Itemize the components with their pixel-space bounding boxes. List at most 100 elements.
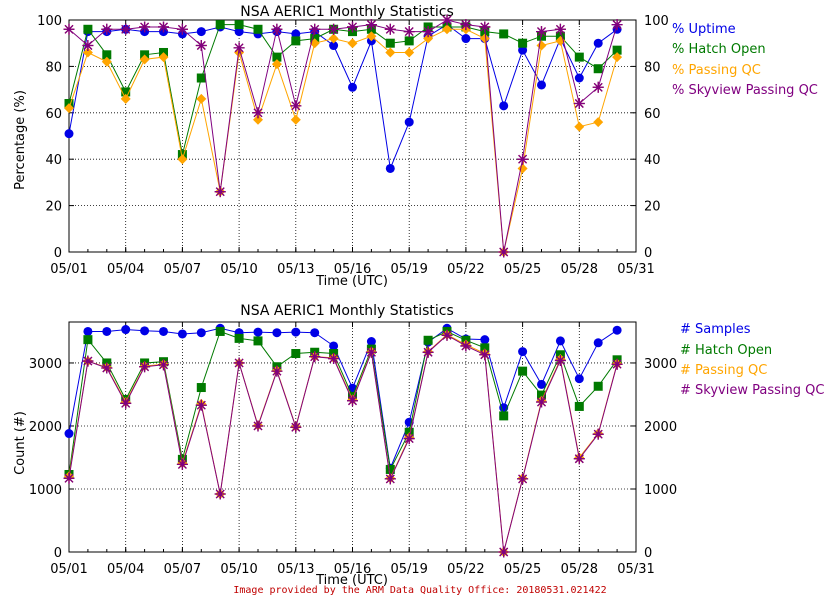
count-point-skyview-passing-qc-overlay [176, 458, 188, 470]
count-point-skyview-passing-qc-overlay [573, 453, 585, 465]
pct-xtick-label: 05/01 [50, 262, 87, 277]
pct-point-skyview-passing-qc-overlay [460, 19, 472, 31]
count-point-skyview-passing-qc-overlay [252, 420, 264, 432]
count-xtick-label: 05/22 [447, 562, 484, 577]
pct-point-hatch-open [291, 36, 301, 46]
pct-point-uptime [461, 34, 471, 44]
pct-point-hatch-open [404, 36, 414, 46]
count-point-skyview-passing-qc-overlay [422, 346, 434, 358]
pct-point-passing-qc [593, 117, 604, 128]
pct-point-hatch-open [196, 73, 206, 83]
pct-point-hatch-open [272, 52, 282, 62]
count-point-hatch-open [83, 335, 93, 345]
count-point-hatch-open [404, 427, 414, 437]
pct-ytick-label-right: 20 [644, 200, 661, 215]
pct-point-uptime [574, 73, 584, 83]
pct-ytick-label-right: 60 [644, 107, 661, 122]
pct-point-hatch-open [102, 50, 112, 60]
pct-x-axis: 05/01 05/04 05/07 05/10 05/13 05/16 05/19 05/22… [50, 20, 655, 277]
pct-point-passing-qc [517, 163, 528, 174]
pct-series-passing-qc [64, 24, 623, 257]
pct-point-skyview-passing-qc-overlay [63, 23, 75, 35]
count-point-hatch-open [537, 390, 546, 400]
count-point-uptime [140, 326, 150, 336]
pct-point-passing-qc [290, 114, 301, 125]
pct-point-skyview-passing-qc-overlay [139, 21, 151, 33]
count-point-uptime [555, 336, 565, 346]
pct-point-passing-qc [385, 47, 396, 58]
percentage-chart-ylabel: Percentage (%) [13, 90, 28, 190]
pct-point-uptime [593, 38, 603, 48]
pct-point-hatch-open [499, 29, 509, 39]
pct-point-uptime [291, 29, 301, 39]
pct-point-skyview-passing-qc-overlay [573, 98, 585, 110]
pct-point-passing-qc [404, 47, 415, 58]
legend-skyview-passing-qc-count: # Skyview Passing QC [680, 383, 824, 398]
pct-ytick-label: 0 [54, 246, 62, 261]
count-line-uptime [68, 327, 618, 471]
pct-point-skyview-passing-qc-overlay [611, 19, 623, 31]
pct-point-hatch-open [121, 87, 131, 97]
pct-point-skyview-passing-qc-overlay [252, 107, 264, 119]
count-point-uptime [310, 328, 320, 338]
count-point-hatch-open [574, 401, 584, 411]
count-point-uptime [196, 328, 206, 338]
pct-point-passing-qc [120, 93, 131, 104]
count-ytick-label: 1000 [29, 483, 62, 498]
pct-xtick-label: 05/28 [561, 262, 598, 277]
pct-xtick-label: 05/13 [277, 262, 314, 277]
count-xtick-label: 05/25 [504, 562, 541, 577]
count-point-skyview-passing-qc-overlay [365, 346, 377, 358]
pct-point-passing-qc [366, 31, 377, 42]
count-point-skyview-passing-qc-overlay [290, 421, 302, 433]
pct-line-uptime [68, 23, 618, 171]
count-point-hatch-open [234, 333, 244, 343]
count-point-skyview-passing-qc-overlay [328, 353, 340, 365]
pct-point-uptime [499, 101, 509, 111]
count-y-axis: 0 0 1000 1000 2000 2000 3000 3000 [29, 357, 677, 561]
count-chart-ylabel: Count (#) [13, 411, 28, 475]
pct-xtick-label: 05/22 [447, 262, 484, 277]
pct-point-passing-qc [64, 103, 74, 114]
count-point-uptime [329, 341, 339, 351]
legend-skyview-passing-qc: % Skyview Passing QC [672, 83, 818, 98]
pct-point-skyview-passing-qc-overlay [120, 23, 132, 35]
pct-point-skyview-passing-qc-overlay [422, 26, 434, 38]
pct-point-uptime [64, 129, 74, 139]
pct-point-passing-qc [82, 47, 93, 58]
count-point-uptime [102, 326, 112, 336]
pct-ytick-label-right: 40 [644, 153, 661, 168]
pct-point-skyview-passing-qc-overlay [365, 19, 377, 31]
count-chart-xlabel: Time (UTC) [315, 573, 388, 588]
pct-y-axis: 0 0 20 20 40 40 60 60 80 80 100 100 [37, 14, 669, 261]
pct-ytick-label: 80 [45, 60, 62, 75]
pct-point-skyview-passing-qc-overlay [479, 21, 491, 33]
pct-ytick-label: 60 [45, 107, 62, 122]
count-xtick-label: 05/07 [164, 562, 201, 577]
count-point-skyview-passing-qc-overlay [384, 473, 396, 485]
count-point-hatch-open [499, 411, 509, 421]
pct-point-uptime [329, 41, 339, 51]
pct-point-skyview-passing-qc-overlay [328, 23, 340, 35]
pct-xtick-label: 05/25 [504, 262, 541, 277]
pct-point-passing-qc [158, 52, 169, 63]
count-point-uptime [593, 338, 603, 348]
count-point-skyview-passing-qc-overlay [63, 472, 75, 484]
count-point-skyview-passing-qc-overlay [554, 354, 566, 366]
count-point-uptime [121, 325, 131, 335]
count-point-hatch-open [253, 336, 263, 346]
pct-point-skyview-passing-qc-overlay [441, 14, 453, 26]
pct-point-passing-qc [612, 52, 623, 63]
pct-point-hatch-open [518, 38, 528, 48]
pct-line-passing-qc [68, 28, 618, 253]
pct-point-skyview-passing-qc-overlay [347, 21, 358, 33]
count-point-uptime [64, 429, 74, 439]
percentage-legend: % Uptime % Hatch Open % Passing QC % Sky… [672, 22, 818, 98]
count-x-axis: 05/01 05/04 05/07 05/10 05/13 05/16 05/19 05/22… [50, 322, 655, 577]
count-point-hatch-open [593, 381, 603, 391]
count-point-uptime [518, 347, 528, 357]
count-xtick-label: 05/10 [220, 562, 257, 577]
legend-uptime: % Uptime [672, 22, 736, 37]
pct-xtick-label: 05/31 [617, 262, 654, 277]
count-point-skyview-passing-qc-overlay [82, 355, 94, 367]
